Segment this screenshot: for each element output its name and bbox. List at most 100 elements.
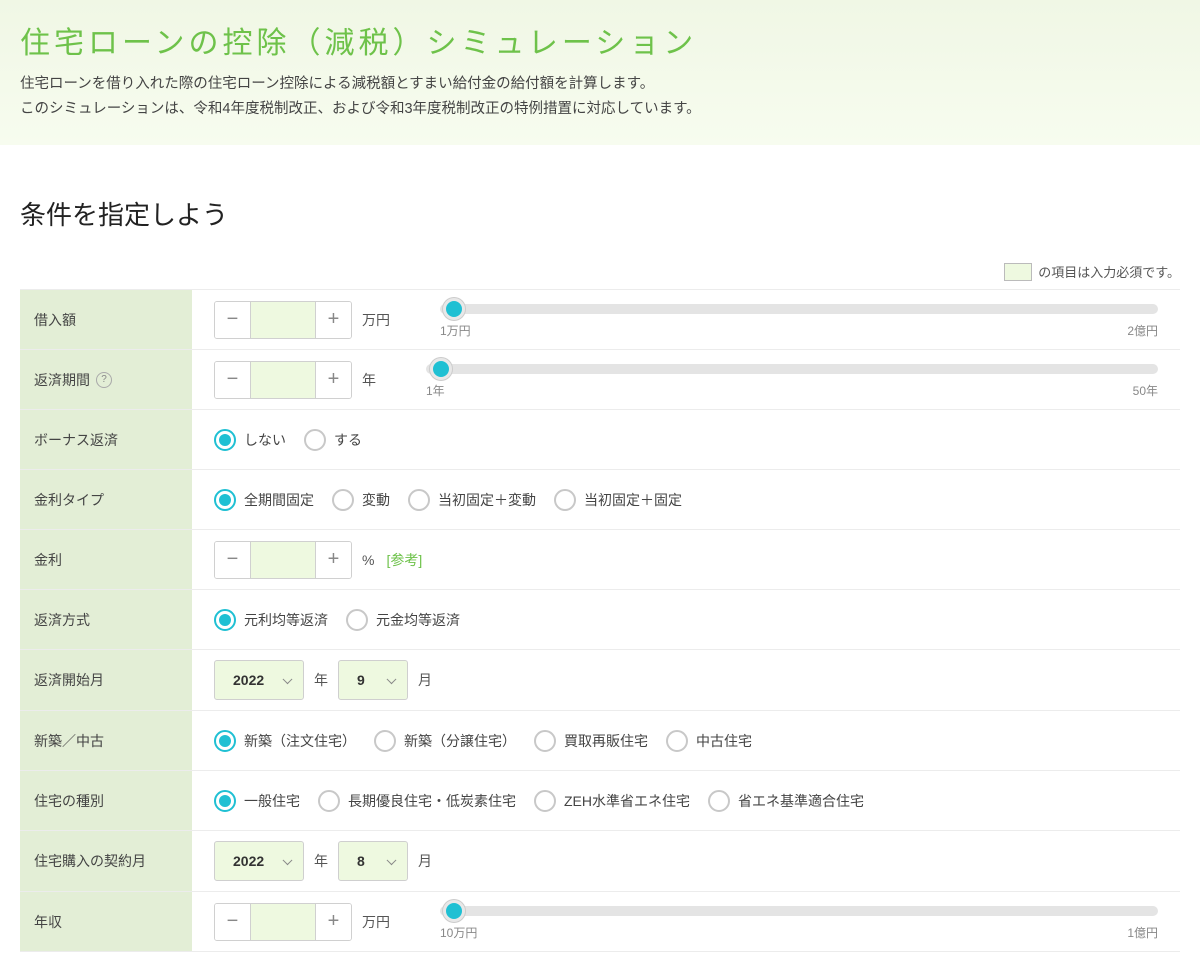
- label-house-type: 住宅の種別: [20, 771, 192, 830]
- loan-period-stepper: − +: [214, 361, 352, 399]
- row-rate: 金利 − + % [参考]: [20, 529, 1180, 589]
- loan-period-input[interactable]: [251, 362, 315, 398]
- header-section: 住宅ローンの控除（減税）シミュレーション 住宅ローンを借り入れた際の住宅ローン控…: [0, 0, 1200, 145]
- new-used-radio-group: 新築（注文住宅） 新築（分譲住宅） 買取再販住宅 中古住宅: [214, 730, 752, 752]
- rate-stepper: − +: [214, 541, 352, 579]
- radio-circle: [534, 790, 556, 812]
- radio-dot: [219, 614, 231, 626]
- decrement-button[interactable]: −: [215, 302, 251, 338]
- radio-circle: [214, 489, 236, 511]
- row-rate-type: 金利タイプ 全期間固定 変動当初固定＋変動 当初固定＋固定: [20, 469, 1180, 529]
- radio-option[interactable]: 中古住宅: [666, 730, 752, 752]
- radio-label: 長期優良住宅・低炭素住宅: [348, 791, 516, 811]
- increment-button[interactable]: +: [315, 542, 351, 578]
- radio-label: する: [334, 430, 362, 450]
- slider-min-label: 1万円: [440, 322, 471, 339]
- rate-input[interactable]: [251, 542, 315, 578]
- required-note: の項目は入力必須です。: [20, 262, 1180, 281]
- income-stepper: − +: [214, 903, 352, 941]
- decrement-button[interactable]: −: [215, 362, 251, 398]
- help-icon[interactable]: ?: [96, 372, 112, 388]
- radio-circle: [346, 609, 368, 631]
- radio-label: 新築（分譲住宅）: [404, 731, 516, 751]
- radio-circle: [214, 609, 236, 631]
- house-type-radio-group: 一般住宅 長期優良住宅・低炭素住宅 ZEH水準省エネ住宅 省エネ基準適合住宅: [214, 790, 864, 812]
- unit-label: 年: [314, 851, 328, 871]
- radio-option[interactable]: 長期優良住宅・低炭素住宅: [318, 790, 516, 812]
- unit-label: 万円: [362, 912, 390, 932]
- radio-label: 全期間固定: [244, 490, 314, 510]
- bonus-radio-group: しない する: [214, 429, 362, 451]
- radio-circle: [214, 429, 236, 451]
- income-input[interactable]: [251, 904, 315, 940]
- radio-option[interactable]: ZEH水準省エネ住宅: [534, 790, 690, 812]
- label-start-month: 返済開始月: [20, 650, 192, 710]
- label-rate: 金利: [20, 530, 192, 589]
- radio-circle: [554, 489, 576, 511]
- radio-dot: [219, 434, 231, 446]
- radio-label: 中古住宅: [696, 731, 752, 751]
- start-month-select[interactable]: 9: [338, 660, 408, 700]
- radio-option[interactable]: 元金均等返済: [346, 609, 460, 631]
- radio-option[interactable]: 新築（分譲住宅）: [374, 730, 516, 752]
- slider-thumb[interactable]: [443, 298, 465, 320]
- radio-option[interactable]: 当初固定＋固定: [554, 489, 682, 511]
- label-rate-type: 金利タイプ: [20, 470, 192, 529]
- slider-max-label: 50年: [1133, 382, 1158, 399]
- contract-month-select[interactable]: 8: [338, 841, 408, 881]
- unit-label: 年: [314, 670, 328, 690]
- contract-year-select[interactable]: 2022: [214, 841, 304, 881]
- start-year-select[interactable]: 2022: [214, 660, 304, 700]
- radio-label: 当初固定＋固定: [584, 490, 682, 510]
- radio-option[interactable]: 一般住宅: [214, 790, 300, 812]
- radio-label: 省エネ基準適合住宅: [738, 791, 864, 811]
- row-loan-amount: 借入額 − + 万円 1万円 2億円: [20, 289, 1180, 349]
- radio-option[interactable]: 変動: [332, 489, 390, 511]
- loan-amount-input[interactable]: [251, 302, 315, 338]
- radio-option[interactable]: する: [304, 429, 362, 451]
- radio-option[interactable]: 買取再販住宅: [534, 730, 648, 752]
- radio-circle: [318, 790, 340, 812]
- label-contract-month: 住宅購入の契約月: [20, 831, 192, 891]
- radio-option[interactable]: 新築（注文住宅）: [214, 730, 356, 752]
- radio-circle: [214, 790, 236, 812]
- label-bonus: ボーナス返済: [20, 410, 192, 469]
- increment-button[interactable]: +: [315, 904, 351, 940]
- increment-button[interactable]: +: [315, 362, 351, 398]
- slider-min-label: 10万円: [440, 924, 477, 941]
- radio-option[interactable]: 当初固定＋変動: [408, 489, 536, 511]
- chevron-down-icon: [387, 856, 397, 866]
- row-loan-period: 返済期間 ? − + 年 1年 50年: [20, 349, 1180, 409]
- increment-button[interactable]: +: [315, 302, 351, 338]
- slider-thumb[interactable]: [443, 900, 465, 922]
- radio-circle: [534, 730, 556, 752]
- chevron-down-icon: [283, 856, 293, 866]
- required-swatch: [1004, 263, 1032, 281]
- required-note-text: の項目は入力必須です。: [1038, 262, 1180, 281]
- slider-thumb[interactable]: [430, 358, 452, 380]
- radio-dot: [219, 494, 231, 506]
- radio-circle: [408, 489, 430, 511]
- decrement-button[interactable]: −: [215, 904, 251, 940]
- radio-circle: [304, 429, 326, 451]
- radio-label: 買取再販住宅: [564, 731, 648, 751]
- income-slider[interactable]: 10万円 1億円: [440, 902, 1158, 941]
- loan-amount-stepper: − +: [214, 301, 352, 339]
- radio-option[interactable]: 全期間固定: [214, 489, 314, 511]
- radio-option[interactable]: 省エネ基準適合住宅: [708, 790, 864, 812]
- radio-option[interactable]: 元利均等返済: [214, 609, 328, 631]
- page-title: 住宅ローンの控除（減税）シミュレーション: [20, 18, 1180, 62]
- rate-type-radio-group: 全期間固定 変動当初固定＋変動 当初固定＋固定: [214, 489, 682, 511]
- radio-dot: [219, 795, 231, 807]
- radio-label: 変動: [362, 490, 390, 510]
- radio-option[interactable]: しない: [214, 429, 286, 451]
- content-area: 条件を指定しよう の項目は入力必須です。 借入額 − + 万円 1万円: [0, 145, 1200, 972]
- decrement-button[interactable]: −: [215, 542, 251, 578]
- loan-period-slider[interactable]: 1年 50年: [426, 360, 1158, 399]
- label-loan-amount: 借入額: [20, 290, 192, 349]
- reference-link[interactable]: [参考]: [386, 550, 422, 570]
- unit-label: 月: [418, 670, 432, 690]
- radio-label: 元利均等返済: [244, 610, 328, 630]
- loan-amount-slider[interactable]: 1万円 2億円: [440, 300, 1158, 339]
- radio-label: 元金均等返済: [376, 610, 460, 630]
